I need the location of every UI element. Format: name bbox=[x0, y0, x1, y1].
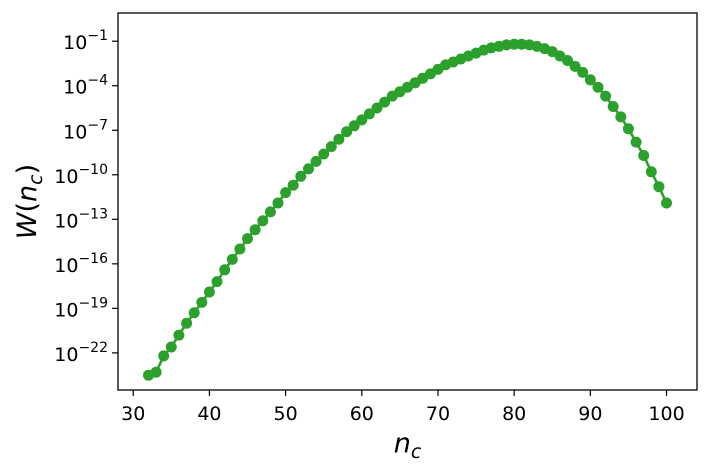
y-tick-label: 10−10 bbox=[54, 162, 108, 188]
data-point bbox=[348, 120, 360, 132]
x-tick-label: 70 bbox=[426, 403, 450, 425]
x-tick-label: 40 bbox=[197, 403, 221, 425]
data-point bbox=[653, 181, 665, 193]
data-point bbox=[584, 74, 596, 86]
data-point bbox=[318, 148, 330, 160]
data-point bbox=[196, 296, 208, 308]
data-point bbox=[219, 264, 231, 276]
data-point bbox=[280, 187, 292, 199]
data-point bbox=[341, 126, 353, 138]
plot-area bbox=[143, 38, 672, 381]
data-point bbox=[638, 150, 650, 161]
data-point bbox=[242, 233, 253, 245]
x-axis-ticks: 30 40 50 60 70 80 90 100 bbox=[121, 390, 685, 425]
y-tick-label: 10−1 bbox=[63, 28, 108, 54]
data-point bbox=[645, 166, 657, 178]
data-point bbox=[600, 90, 612, 102]
y-tick-label: 10−16 bbox=[54, 251, 108, 277]
data-point bbox=[234, 243, 246, 255]
data-point bbox=[622, 123, 634, 135]
data-point bbox=[181, 317, 193, 329]
series-points bbox=[143, 38, 672, 381]
x-tick-label: 50 bbox=[274, 403, 298, 425]
y-tick-label: 10−7 bbox=[63, 117, 108, 143]
data-point bbox=[363, 108, 375, 120]
data-point bbox=[173, 329, 185, 341]
data-point bbox=[569, 60, 581, 72]
data-point bbox=[150, 366, 162, 378]
data-point bbox=[158, 350, 170, 362]
y-tick-label: 10−22 bbox=[54, 340, 108, 366]
data-point bbox=[257, 215, 269, 227]
data-point bbox=[661, 197, 672, 209]
x-tick-label: 90 bbox=[578, 403, 602, 425]
data-point bbox=[577, 66, 589, 78]
data-point bbox=[379, 96, 391, 108]
data-point bbox=[310, 155, 322, 167]
y-axis-ticks: 10−1 10−4 10−7 10−10 10−13 10−16 10−19 10−22 bbox=[54, 28, 118, 366]
data-point bbox=[615, 111, 627, 123]
data-point bbox=[272, 197, 284, 209]
x-tick-label: 60 bbox=[350, 403, 374, 425]
x-axis-label: nc bbox=[394, 428, 422, 463]
data-point bbox=[325, 141, 337, 153]
y-tick-label: 10−19 bbox=[54, 295, 108, 321]
series-line bbox=[148, 42, 668, 377]
x-tick-label: 100 bbox=[648, 403, 684, 425]
data-point bbox=[211, 276, 223, 288]
x-tick-label: 30 bbox=[121, 403, 145, 425]
y-axis-label: W(nc) bbox=[12, 164, 47, 239]
x-tick-label: 80 bbox=[502, 403, 526, 425]
data-point bbox=[188, 307, 200, 319]
y-tick-label: 10−13 bbox=[54, 206, 108, 232]
axes-frame bbox=[117, 12, 698, 391]
data-point bbox=[203, 286, 215, 298]
data-point bbox=[607, 101, 619, 112]
data-point bbox=[630, 136, 642, 148]
data-point bbox=[264, 206, 276, 218]
data-point bbox=[592, 81, 604, 93]
data-point bbox=[249, 224, 261, 236]
data-point bbox=[562, 55, 573, 66]
data-point bbox=[333, 133, 345, 145]
data-point bbox=[165, 341, 177, 353]
data-point bbox=[356, 114, 368, 126]
data-point bbox=[295, 170, 307, 182]
data-point bbox=[226, 253, 238, 265]
data-point bbox=[371, 102, 383, 114]
y-tick-label: 10−4 bbox=[63, 73, 108, 99]
data-point bbox=[287, 179, 299, 191]
data-point bbox=[508, 38, 520, 50]
data-point bbox=[303, 163, 314, 175]
